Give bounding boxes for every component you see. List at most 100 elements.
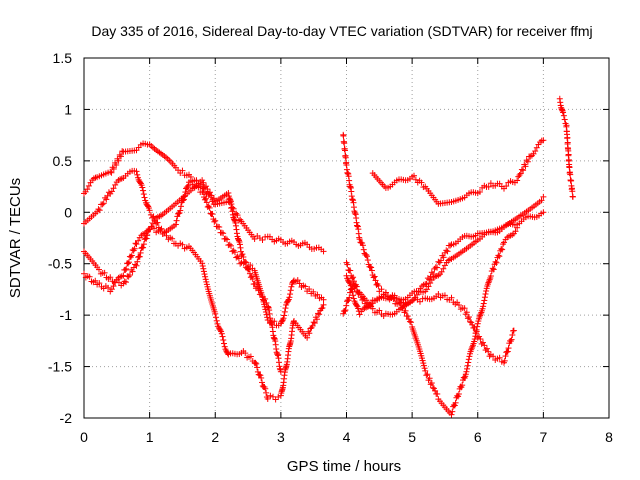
data-point [532,148,539,155]
data-point [270,393,276,400]
data-point [485,279,492,286]
data-point [567,171,574,178]
data-point [110,283,117,290]
data-point [163,232,170,239]
data-point [216,326,223,333]
data-point [476,188,483,195]
data-point [92,277,99,284]
data-point [233,254,240,261]
data-point [477,312,484,319]
data-point [108,286,115,293]
data-point [105,284,112,291]
data-point [368,264,375,271]
data-point [382,289,389,296]
data-point [237,244,244,251]
data-point [441,292,448,299]
data-point [485,183,492,190]
data-point [249,276,256,283]
data-point [417,298,423,305]
data-point [253,360,260,367]
data-point [306,286,313,293]
data-point [201,271,208,278]
data-point [202,276,209,283]
data-point [350,274,357,281]
data-point [459,382,466,389]
data-point [501,357,508,364]
data-point [533,144,540,151]
data-point [346,294,353,301]
y-axis-label: SDTVAR / TECUs [7,178,24,298]
data-point [423,372,430,379]
data-point [465,356,472,363]
data-point [509,331,516,338]
data-point [471,336,478,343]
data-point [355,305,362,312]
data-point [96,266,102,273]
x-tick-label: 3 [277,429,285,445]
data-point [464,362,471,369]
data-point [251,235,258,242]
data-point [247,262,254,269]
data-point [468,345,475,352]
data-point [126,259,132,266]
data-point [204,186,211,193]
data-point [427,381,434,388]
data-point [456,302,462,309]
data-point [492,258,499,265]
data-point [420,362,427,369]
data-point [345,297,352,304]
data-point [372,277,379,284]
data-point [319,304,326,311]
data-point [105,189,112,196]
data-point [140,241,147,248]
data-point [140,244,147,251]
data-point [498,245,505,252]
data-point [107,274,114,281]
data-point [447,242,454,249]
data-point [123,265,130,272]
data-point [342,307,349,314]
data-point [172,221,179,228]
data-point [137,179,144,186]
data-point [217,327,224,334]
data-point [502,353,509,360]
data-point [264,314,271,321]
x-tick-label: 7 [539,429,547,445]
data-point [434,390,441,397]
data-point [341,140,348,147]
data-point [132,240,139,247]
data-point [467,318,474,325]
data-point [255,287,262,294]
data-point [438,257,444,264]
data-point [363,251,370,258]
data-point [451,402,458,409]
data-point [233,230,240,237]
data-point [360,246,367,253]
data-point [466,314,472,321]
data-point [228,242,234,249]
chart-title: Day 335 of 2016, Sidereal Day-to-day VTE… [91,23,592,39]
data-point [108,188,115,195]
data-point [353,283,360,290]
data-point [482,291,489,298]
data-point [455,391,462,398]
data-point [202,195,209,202]
data-point [346,279,353,286]
data-point [184,184,191,191]
data-point [359,242,366,249]
data-point [242,258,249,265]
data-point [254,364,261,371]
data-point [227,197,234,204]
data-point [140,191,147,198]
y-tick-label: -0.5 [48,256,72,272]
data-point [368,267,375,274]
data-point [158,225,165,232]
data-point [177,203,184,210]
data-point [310,288,317,295]
data-point [263,311,270,318]
data-point [351,278,357,285]
data-point [384,293,391,300]
data-point [86,273,93,280]
data-point [161,229,168,236]
data-point [209,210,216,217]
